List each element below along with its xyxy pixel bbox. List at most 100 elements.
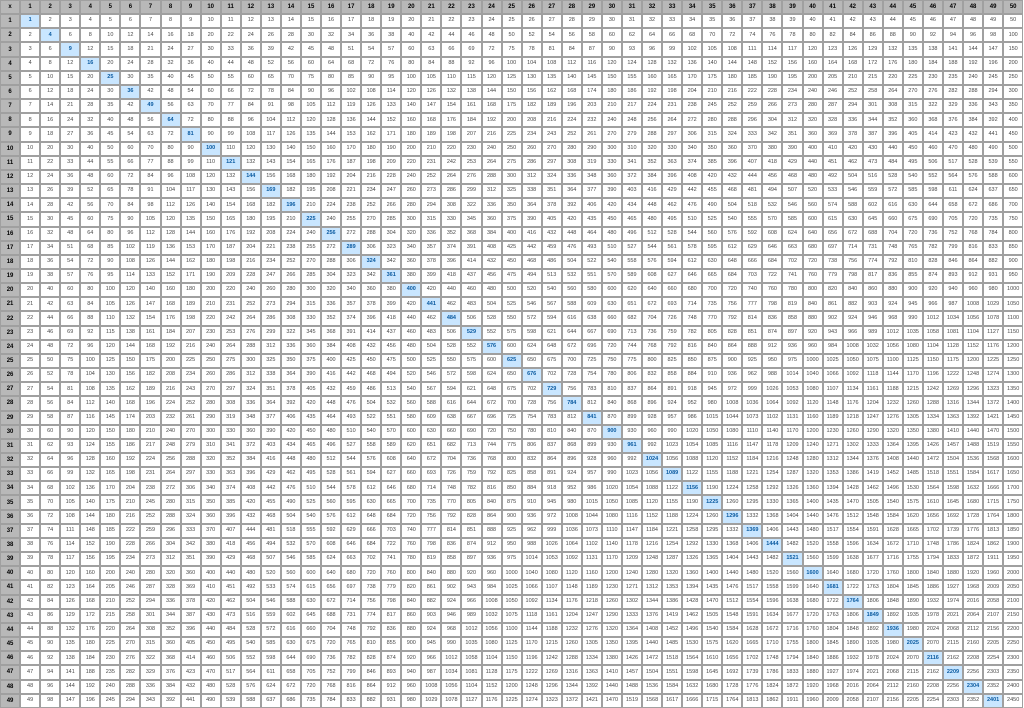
body-cell: 340 <box>201 481 221 495</box>
body-cell: 108 <box>60 510 80 524</box>
body-cell: 988 <box>522 538 542 552</box>
body-cell: 380 <box>381 283 401 297</box>
body-cell: 957 <box>662 411 682 425</box>
body-cell: 270 <box>181 425 201 439</box>
body-cell: 1073 <box>742 411 762 425</box>
body-cell: 1128 <box>943 340 963 354</box>
body-cell: 1620 <box>903 510 923 524</box>
body-cell: 697 <box>823 241 843 255</box>
body-cell: 640 <box>803 227 823 241</box>
body-cell: 1200 <box>963 354 983 368</box>
body-cell: 1221 <box>662 524 682 538</box>
body-cell: 40 <box>401 28 421 42</box>
body-cell: 403 <box>261 439 281 453</box>
body-cell: 364 <box>522 198 542 212</box>
body-cell: 1554 <box>742 595 762 609</box>
body-cell: 517 <box>221 665 241 679</box>
body-cell: 145 <box>100 411 120 425</box>
body-cell: 770 <box>441 495 461 509</box>
body-cell: 48 <box>40 340 60 354</box>
body-cell: 5 <box>20 71 40 85</box>
body-cell: 1722 <box>823 595 843 609</box>
body-cell: 300 <box>1003 85 1023 99</box>
col-header: 21 <box>421 0 441 14</box>
body-cell: 576 <box>722 227 742 241</box>
body-cell: 290 <box>201 411 221 425</box>
body-cell: 300 <box>301 283 321 297</box>
body-cell: 210 <box>100 595 120 609</box>
body-cell: 136 <box>161 241 181 255</box>
body-cell: 64 <box>321 57 341 71</box>
body-cell: 1575 <box>903 495 923 509</box>
body-cell: 190 <box>762 71 782 85</box>
body-cell: 275 <box>221 354 241 368</box>
body-cell: 988 <box>762 368 782 382</box>
body-cell: 240 <box>241 283 261 297</box>
body-cell: 1305 <box>903 411 923 425</box>
body-cell: 684 <box>361 538 381 552</box>
body-cell: 210 <box>281 212 301 226</box>
body-cell: 80 <box>80 283 100 297</box>
body-cell: 462 <box>662 198 682 212</box>
body-cell: 297 <box>181 467 201 481</box>
body-cell: 650 <box>1003 184 1023 198</box>
body-cell: 1120 <box>642 495 662 509</box>
body-cell: 78 <box>120 184 140 198</box>
body-cell: 1645 <box>702 665 722 679</box>
body-cell: 294 <box>281 297 301 311</box>
body-cell: 168 <box>80 595 100 609</box>
body-cell: 690 <box>923 212 943 226</box>
body-cell: 903 <box>863 297 883 311</box>
body-cell: 324 <box>722 127 742 141</box>
body-cell: 1312 <box>823 453 843 467</box>
body-cell: 328 <box>823 113 843 127</box>
body-cell: 2160 <box>963 637 983 651</box>
body-cell: 475 <box>502 269 522 283</box>
body-cell: 946 <box>441 609 461 623</box>
body-cell: 288 <box>361 227 381 241</box>
body-cell: 150 <box>100 425 120 439</box>
body-cell: 1200 <box>803 425 823 439</box>
body-cell: 154 <box>281 156 301 170</box>
body-cell: 600 <box>301 566 321 580</box>
body-cell: 928 <box>642 411 662 425</box>
body-cell: 540 <box>241 637 261 651</box>
body-cell: 34 <box>20 481 40 495</box>
body-cell: 270 <box>201 382 221 396</box>
body-cell: 1540 <box>702 623 722 637</box>
square-cell: 1444 <box>762 538 782 552</box>
body-cell: 330 <box>441 212 461 226</box>
body-cell: 220 <box>441 142 461 156</box>
body-cell: 1462 <box>863 481 883 495</box>
body-cell: 16 <box>321 14 341 28</box>
body-cell: 1300 <box>1003 368 1023 382</box>
body-cell: 120 <box>301 113 321 127</box>
body-cell: 1080 <box>722 425 742 439</box>
body-cell: 99 <box>662 42 682 56</box>
body-cell: 15 <box>100 42 120 56</box>
body-cell: 338 <box>261 368 281 382</box>
body-cell: 306 <box>341 255 361 269</box>
body-cell: 120 <box>60 566 80 580</box>
body-cell: 258 <box>120 609 140 623</box>
body-cell: 850 <box>502 481 522 495</box>
body-cell: 825 <box>662 354 682 368</box>
body-cell: 1470 <box>602 694 622 708</box>
body-cell: 384 <box>241 453 261 467</box>
body-cell: 1702 <box>742 651 762 665</box>
col-header: 12 <box>241 0 261 14</box>
body-cell: 125 <box>100 354 120 368</box>
body-cell: 1020 <box>602 481 622 495</box>
body-cell: 126 <box>181 198 201 212</box>
body-cell: 341 <box>221 439 241 453</box>
body-cell: 1176 <box>482 694 502 708</box>
body-cell: 570 <box>301 538 321 552</box>
body-cell: 45 <box>100 127 120 141</box>
body-cell: 372 <box>241 439 261 453</box>
body-cell: 2352 <box>983 680 1003 694</box>
body-cell: 435 <box>582 212 602 226</box>
body-cell: 30 <box>602 14 622 28</box>
body-cell: 451 <box>221 580 241 594</box>
row-header: 48 <box>0 680 20 694</box>
row-header: 1 <box>0 14 20 28</box>
